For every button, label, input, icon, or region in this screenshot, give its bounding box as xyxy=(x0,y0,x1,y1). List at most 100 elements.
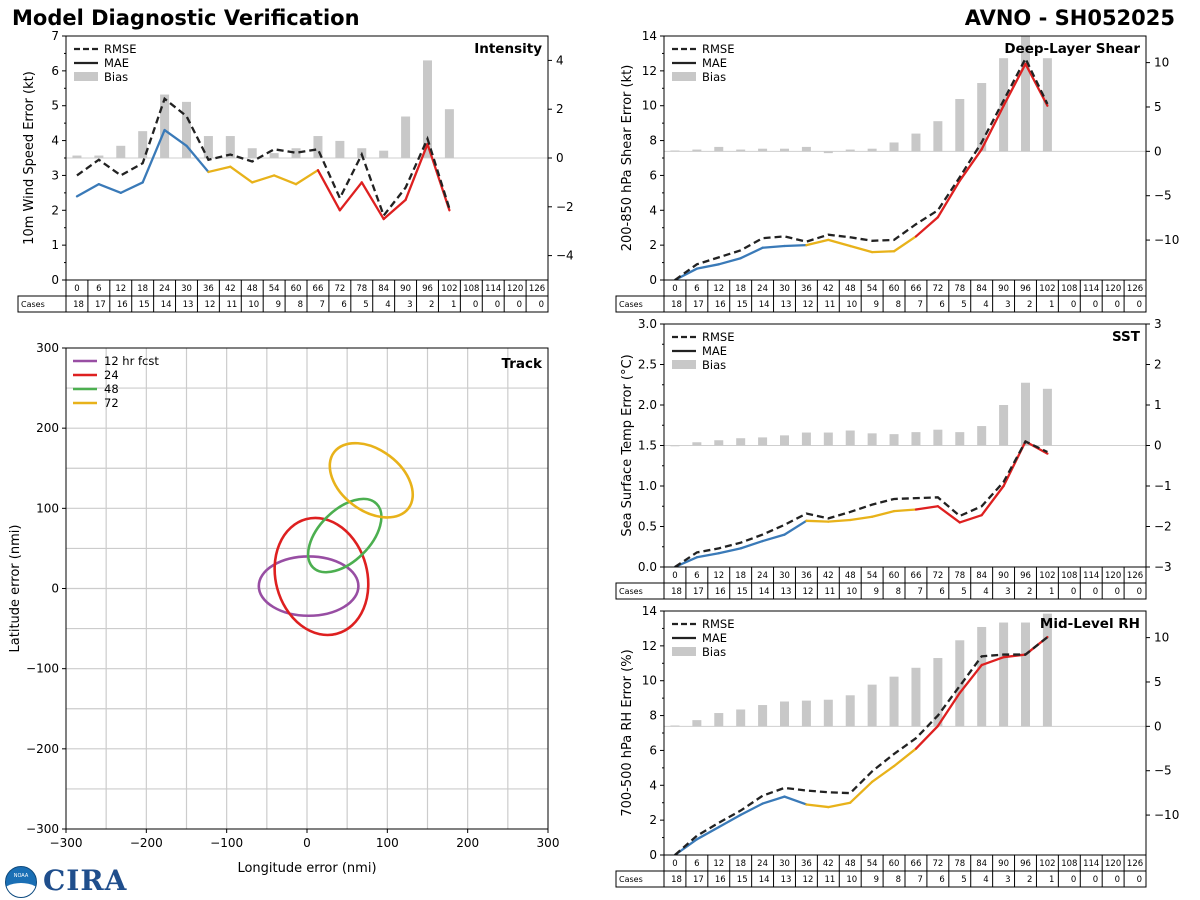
shear-cases-row xyxy=(615,295,1147,313)
shear-mae-segment xyxy=(783,243,808,248)
track-legend-label: 48 xyxy=(104,382,119,396)
intensity-y-tick-label: 6 xyxy=(51,64,59,78)
intensity-cases-row xyxy=(17,295,549,313)
intensity-mae-segment xyxy=(316,169,342,212)
rh-y2-tick-label: −10 xyxy=(1154,808,1179,822)
sst-lead-hour-label: 48 xyxy=(845,571,856,581)
track-y-tick-label: 300 xyxy=(36,341,59,355)
rh-case-count: 17 xyxy=(693,875,704,885)
sst-lead-hour-label: 108 xyxy=(1061,571,1077,581)
intensity-mae-segment xyxy=(163,128,188,147)
rh-case-count: 6 xyxy=(939,875,944,885)
shear-lead-hour-label: 102 xyxy=(1039,284,1055,294)
rh-mae-segment xyxy=(870,764,896,783)
intensity-y2-tick-label: 2 xyxy=(556,102,564,116)
rh-lead-hour-label: 12 xyxy=(713,859,724,869)
sst-mae-segment xyxy=(695,552,720,559)
intensity-y-tick-label: 3 xyxy=(51,168,59,182)
track-x-tick-label: 0 xyxy=(303,836,311,850)
sst-y-tick-label: 2.5 xyxy=(638,358,657,372)
rh-bias-bar xyxy=(999,622,1009,727)
track-ellipse-48 xyxy=(306,497,383,574)
shear-legend-rmse-label: RMSE xyxy=(702,42,734,56)
shear-bias-bar xyxy=(736,149,746,152)
rh-lead-hour-label: 102 xyxy=(1039,859,1055,869)
sst-bias-bar xyxy=(845,430,855,446)
sst-bias-bar xyxy=(1042,388,1052,446)
rh-legend-bias-swatch xyxy=(672,647,696,656)
sst-bias-bar xyxy=(780,435,789,446)
intensity-lead-hour-label: 78 xyxy=(356,284,367,294)
sst-y2-tick-label: −3 xyxy=(1154,560,1172,574)
shear-bias-bar xyxy=(692,149,702,152)
shear-y-tick-label: 12 xyxy=(642,64,657,78)
sst-bias-bar xyxy=(999,405,1009,446)
shear-case-count: 8 xyxy=(896,300,901,310)
rh-mae-segment xyxy=(980,656,1005,667)
shear-lead-hour-label: 66 xyxy=(911,284,922,294)
track-x-tick-label: −100 xyxy=(210,836,243,850)
rh-lead-hour-label: 96 xyxy=(1020,859,1031,869)
rh-y2-tick-label: 5 xyxy=(1154,675,1162,689)
intensity-case-count: 8 xyxy=(298,300,303,310)
sst-bias-bar xyxy=(823,432,833,446)
rh-mae-segment xyxy=(717,813,742,829)
rh-lead-hour-label: 66 xyxy=(911,859,922,869)
track-ellipse-24 xyxy=(273,516,370,637)
intensity-lead-hour-label: 120 xyxy=(507,284,523,294)
intensity-mae-segment xyxy=(119,181,144,195)
shear-lead-hour-label: 78 xyxy=(954,284,965,294)
intensity-mae-segment xyxy=(426,142,451,212)
rh-lead-hour-label: 48 xyxy=(845,859,856,869)
track-legend-label: 24 xyxy=(104,368,119,382)
noaa-logo-text: NOAA xyxy=(13,873,29,879)
sst-mae-segment xyxy=(958,514,983,524)
shear-lead-hour-label: 126 xyxy=(1127,284,1143,294)
sst-lead-hour-label: 90 xyxy=(998,571,1009,581)
intensity-lead-hour-label: 48 xyxy=(247,284,258,294)
rh-mae-segment xyxy=(827,801,852,809)
shear-bias-bar xyxy=(758,148,768,152)
intensity-case-count: 0 xyxy=(539,300,544,310)
intensity-lead-hour-label: 114 xyxy=(485,284,501,294)
intensity-legend-bias-label: Bias xyxy=(104,70,128,84)
sst-y-tick-label: 0.5 xyxy=(638,520,657,534)
sst-bias-bar xyxy=(933,429,943,446)
sst-lead-hour-label: 18 xyxy=(735,571,746,581)
sst-mae-segment xyxy=(870,509,896,518)
rh-mae-segment xyxy=(892,747,918,768)
sst-cases-label: Cases xyxy=(619,587,643,596)
rh-lead-hour-label: 126 xyxy=(1127,859,1143,869)
shear-mae-segment xyxy=(761,244,786,249)
intensity-case-count: 17 xyxy=(95,300,106,310)
storm-id-title: AVNO - SH052025 xyxy=(964,6,1175,30)
shear-lead-hour-label: 108 xyxy=(1061,284,1077,294)
shear-case-count: 0 xyxy=(1071,300,1076,310)
shear-case-count: 6 xyxy=(939,300,944,310)
rh-case-count: 7 xyxy=(917,875,922,885)
sst-case-count: 0 xyxy=(1137,587,1142,597)
intensity-bias-bar xyxy=(247,148,257,158)
sst-mae-segment xyxy=(761,533,786,543)
shear-bias-bar xyxy=(889,142,899,152)
intensity-lead-hour-label: 108 xyxy=(463,284,479,294)
shear-case-count: 7 xyxy=(917,300,922,310)
rh-bias-bar xyxy=(845,695,855,727)
intensity-legend-mae-label: MAE xyxy=(104,56,129,70)
rh-lead-hour-label: 108 xyxy=(1061,859,1077,869)
intensity-bias-bar xyxy=(116,145,126,158)
rh-bias-bar xyxy=(758,705,768,727)
track-x-tick-label: 300 xyxy=(537,836,560,850)
shear-case-count: 11 xyxy=(824,300,835,310)
shear-lead-hour-label: 84 xyxy=(976,284,987,294)
rh-lead-hour-label: 18 xyxy=(735,859,746,869)
shear-mae-segment xyxy=(739,246,764,260)
sst-bias-bar xyxy=(867,433,877,446)
intensity-case-count: 11 xyxy=(226,300,237,310)
rh-cases-label: Cases xyxy=(619,875,643,884)
sst-lead-hour-label: 66 xyxy=(911,571,922,581)
shear-lead-hour-label: 24 xyxy=(757,284,768,294)
rh-case-count: 9 xyxy=(874,875,879,885)
shear-mae-segment xyxy=(695,263,720,270)
rh-case-count: 15 xyxy=(737,875,748,885)
